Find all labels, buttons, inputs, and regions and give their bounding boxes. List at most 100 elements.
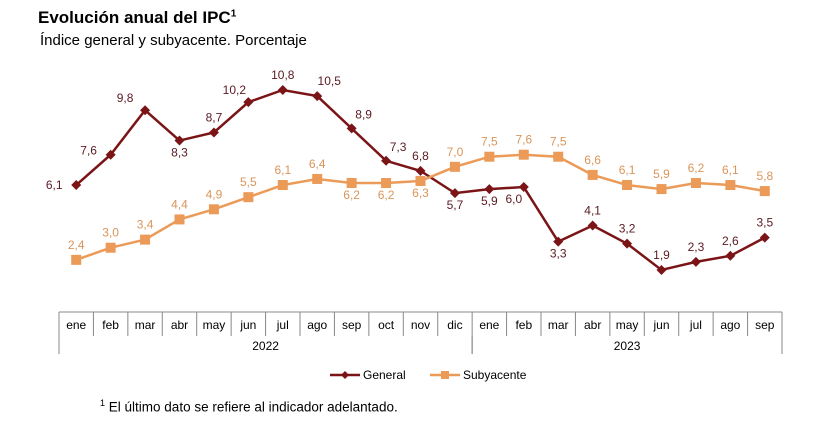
data-point-general	[553, 236, 564, 247]
data-label-subyacente: 6,3	[412, 186, 429, 200]
data-label-general: 10,8	[271, 68, 295, 82]
data-label-general: 2,6	[722, 234, 739, 248]
data-point-subyacente	[174, 214, 185, 225]
data-label-subyacente: 7,5	[550, 135, 567, 149]
data-point-general	[415, 165, 426, 176]
data-point-subyacente	[277, 180, 288, 191]
footnote: 1 El último dato se refiere al indicador…	[100, 398, 398, 415]
x-tick-label: dic	[447, 318, 462, 332]
data-label-subyacente: 6,2	[343, 188, 360, 202]
legend-marker-general	[341, 371, 349, 379]
x-tick-label: abr	[171, 318, 188, 332]
data-point-general	[518, 182, 529, 193]
data-point-subyacente	[622, 180, 633, 191]
x-tick-label: abr	[584, 318, 601, 332]
data-point-subyacente	[484, 151, 495, 162]
data-point-general	[140, 105, 151, 116]
data-point-general	[622, 238, 633, 249]
data-point-subyacente	[587, 169, 598, 180]
data-point-subyacente	[690, 178, 701, 189]
data-point-general	[587, 220, 598, 231]
data-label-subyacente: 6,1	[274, 163, 291, 177]
x-tick-label: ago	[720, 318, 740, 332]
data-label-subyacente: 2,4	[68, 238, 85, 252]
x-tick-label: ene	[66, 318, 86, 332]
data-point-general	[71, 180, 82, 191]
data-label-general: 3,2	[619, 222, 636, 236]
data-label-general: 5,9	[481, 194, 498, 208]
data-label-general: 1,9	[653, 248, 670, 262]
data-label-subyacente: 4,9	[206, 187, 223, 201]
data-point-subyacente	[759, 186, 770, 197]
data-point-subyacente	[71, 254, 82, 265]
x-tick-label: mar	[548, 318, 569, 332]
x-tick-label: ene	[479, 318, 499, 332]
x-tick-label: feb	[515, 318, 532, 332]
data-point-subyacente	[449, 161, 460, 172]
legend-label-subyacente: Subyacente	[463, 368, 527, 382]
data-label-subyacente: 7,6	[515, 133, 532, 147]
data-point-general	[484, 184, 495, 195]
data-point-subyacente	[518, 149, 529, 160]
data-label-general: 5,7	[447, 198, 464, 212]
data-label-subyacente: 6,2	[378, 188, 395, 202]
legend-label-general: General	[363, 368, 406, 382]
data-label-general: 6,1	[46, 178, 63, 192]
data-point-subyacente	[346, 178, 357, 189]
data-label-subyacente: 6,1	[619, 163, 636, 177]
data-label-subyacente: 3,0	[102, 226, 119, 240]
data-label-subyacente: 5,5	[240, 175, 257, 189]
data-point-general	[243, 97, 254, 108]
data-label-general: 6,8	[412, 149, 429, 163]
data-label-general: 3,5	[756, 216, 773, 230]
data-point-subyacente	[312, 173, 323, 184]
x-tick-label: ago	[307, 318, 327, 332]
data-label-subyacente: 7,5	[481, 135, 498, 149]
x-tick-label: jul	[276, 318, 289, 332]
data-point-general	[208, 127, 219, 138]
data-label-general: 9,8	[117, 91, 134, 105]
data-point-general	[312, 91, 323, 102]
data-point-subyacente	[553, 151, 564, 162]
data-label-subyacente: 4,4	[171, 197, 188, 211]
data-label-general: 8,7	[206, 110, 223, 124]
data-point-general	[759, 232, 770, 243]
data-point-general	[690, 256, 701, 267]
data-label-general: 10,5	[318, 74, 342, 88]
chart-title: Evolución anual del IPC1	[38, 8, 237, 27]
data-label-general: 8,3	[171, 146, 188, 160]
data-label-subyacente: 6,6	[584, 153, 601, 167]
data-point-general	[656, 264, 667, 275]
data-label-subyacente: 5,8	[756, 169, 773, 183]
data-point-subyacente	[381, 178, 392, 189]
data-label-subyacente: 7,0	[447, 145, 464, 159]
x-tick-label: jun	[652, 318, 669, 332]
data-point-subyacente	[105, 242, 116, 253]
x-tick-label: may	[616, 318, 639, 332]
data-point-general	[449, 188, 460, 199]
data-label-subyacente: 6,4	[309, 157, 326, 171]
x-tick-label: sep	[342, 318, 362, 332]
legend-marker-subyacente	[441, 371, 449, 379]
data-point-subyacente	[725, 180, 736, 191]
data-point-subyacente	[208, 204, 219, 215]
x-tick-label: jul	[689, 318, 702, 332]
data-label-subyacente: 5,9	[653, 167, 670, 181]
data-label-general: 6,0	[505, 192, 522, 206]
data-point-general	[346, 123, 357, 134]
data-label-general: 7,6	[80, 144, 97, 158]
data-point-subyacente	[415, 175, 426, 186]
data-point-subyacente	[243, 192, 254, 203]
data-label-subyacente: 3,4	[137, 218, 154, 232]
chart-subtitle: Índice general y subyacente. Porcentaje	[40, 32, 307, 49]
data-point-general	[174, 135, 185, 146]
data-label-general: 3,3	[550, 247, 567, 261]
data-label-subyacente: 6,1	[722, 163, 739, 177]
x-tick-label: mar	[135, 318, 156, 332]
x-tick-label: oct	[378, 318, 395, 332]
year-label: 2022	[252, 339, 279, 353]
data-label-general: 2,3	[688, 240, 705, 254]
data-point-subyacente	[656, 184, 667, 195]
